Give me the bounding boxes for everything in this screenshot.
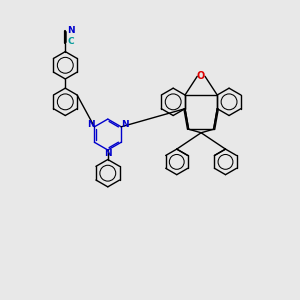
Text: O: O: [197, 71, 205, 81]
Text: N: N: [68, 26, 75, 35]
Text: N: N: [121, 120, 128, 129]
Text: C: C: [68, 37, 74, 46]
Text: N: N: [104, 149, 112, 158]
Text: N: N: [87, 120, 95, 129]
